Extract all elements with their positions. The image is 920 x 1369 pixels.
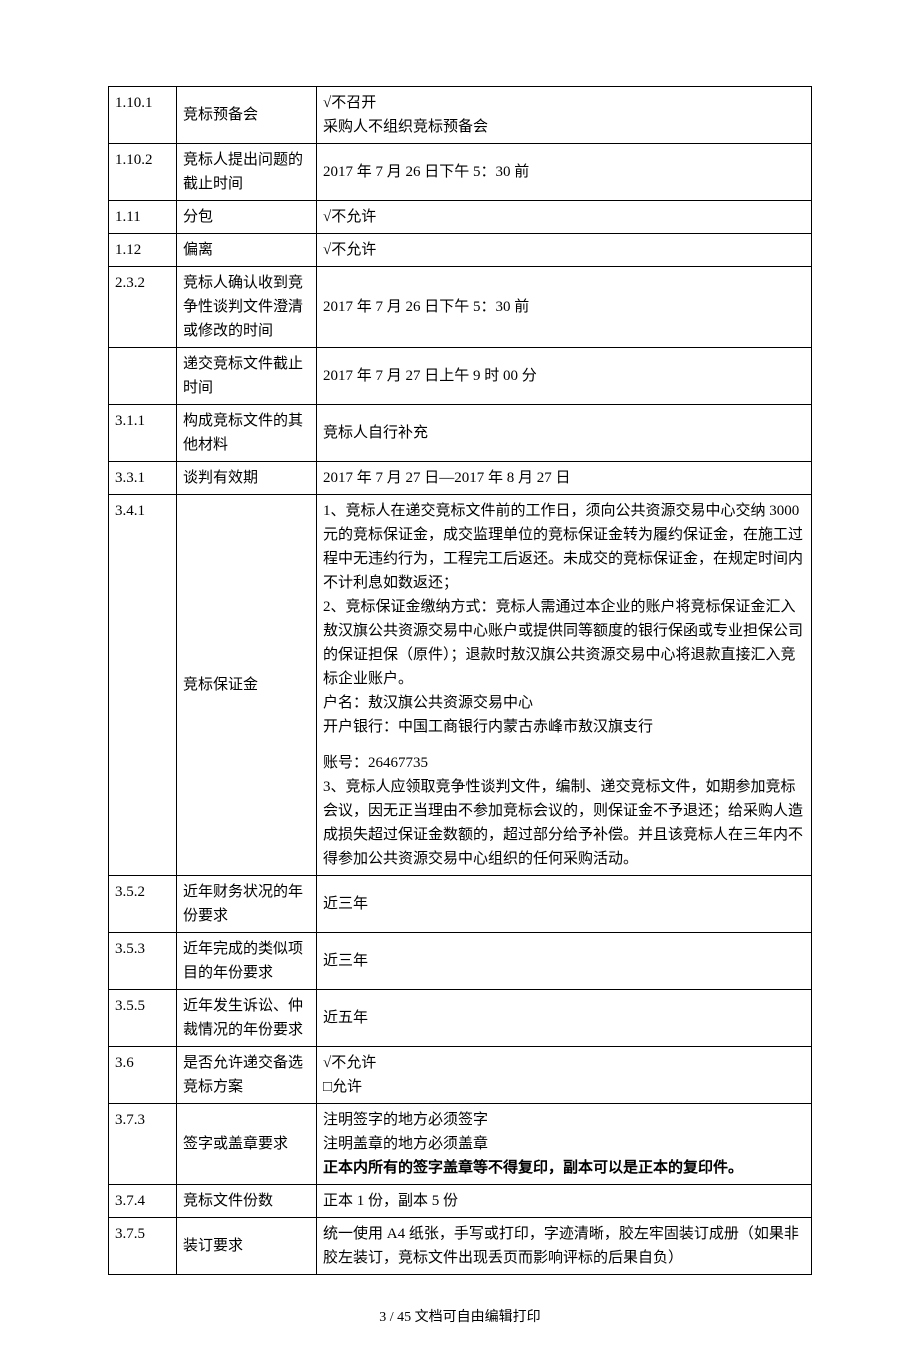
- row-label: 递交竞标文件截止时间: [177, 348, 317, 405]
- row-number: 3.3.1: [109, 462, 177, 495]
- row-label: 近年发生诉讼、仲裁情况的年份要求: [177, 990, 317, 1047]
- table-row: 1.11分包√不允许: [109, 201, 812, 234]
- row-content: 2017 年 7 月 26 日下午 5：30 前: [317, 267, 812, 348]
- table-row: 3.5.3近年完成的类似项目的年份要求近三年: [109, 933, 812, 990]
- row-number: [109, 348, 177, 405]
- row-number: 1.11: [109, 201, 177, 234]
- content-line: 账号：26467735: [323, 751, 805, 775]
- content-line: √不允许: [323, 1051, 805, 1075]
- row-content: √不允许□允许: [317, 1047, 812, 1104]
- content-line: 统一使用 A4 纸张，手写或打印，字迹清晰，胶左牢固装订成册（如果非胶左装订，竞…: [323, 1222, 805, 1270]
- table-row: 1.10.2竞标人提出问题的截止时间2017 年 7 月 26 日下午 5：30…: [109, 144, 812, 201]
- row-content: 近三年: [317, 933, 812, 990]
- row-content: 统一使用 A4 纸张，手写或打印，字迹清晰，胶左牢固装订成册（如果非胶左装订，竞…: [317, 1218, 812, 1275]
- row-content: 2017 年 7 月 27 日—2017 年 8 月 27 日: [317, 462, 812, 495]
- content-line: √不允许: [323, 205, 805, 229]
- content-line: □允许: [323, 1075, 805, 1099]
- content-line: 开户银行：中国工商银行内蒙古赤峰市敖汉旗支行: [323, 715, 805, 739]
- table-row: 递交竞标文件截止时间2017 年 7 月 27 日上午 9 时 00 分: [109, 348, 812, 405]
- table-row: 3.5.2近年财务状况的年份要求近三年: [109, 876, 812, 933]
- content-line: 正本 1 份，副本 5 份: [323, 1189, 805, 1213]
- row-content: 注明签字的地方必须签字注明盖章的地方必须盖章正本内所有的签字盖章等不得复印，副本…: [317, 1104, 812, 1185]
- table-row: 3.7.5装订要求统一使用 A4 纸张，手写或打印，字迹清晰，胶左牢固装订成册（…: [109, 1218, 812, 1275]
- row-content: √不召开采购人不组织竞标预备会: [317, 87, 812, 144]
- content-line: √不召开: [323, 91, 805, 115]
- row-number: 3.5.2: [109, 876, 177, 933]
- content-line: 1、竞标人在递交竞标文件前的工作日，须向公共资源交易中心交纳 3000 元的竞标…: [323, 499, 805, 595]
- content-line: 2017 年 7 月 26 日下午 5：30 前: [323, 295, 805, 319]
- row-label: 竞标保证金: [177, 495, 317, 876]
- row-number: 3.6: [109, 1047, 177, 1104]
- row-number: 2.3.2: [109, 267, 177, 348]
- content-line: 正本内所有的签字盖章等不得复印，副本可以是正本的复印件。: [323, 1156, 805, 1180]
- content-line: 注明盖章的地方必须盖章: [323, 1132, 805, 1156]
- content-line: 2、竞标保证金缴纳方式：竞标人需通过本企业的账户将竞标保证金汇入敖汉旗公共资源交…: [323, 595, 805, 691]
- row-label: 近年财务状况的年份要求: [177, 876, 317, 933]
- row-label: 竞标人确认收到竞争性谈判文件澄清或修改的时间: [177, 267, 317, 348]
- row-label: 装订要求: [177, 1218, 317, 1275]
- row-content: 2017 年 7 月 27 日上午 9 时 00 分: [317, 348, 812, 405]
- table-row: 3.7.4竞标文件份数正本 1 份，副本 5 份: [109, 1185, 812, 1218]
- row-content: 2017 年 7 月 26 日下午 5：30 前: [317, 144, 812, 201]
- content-line: 户名：敖汉旗公共资源交易中心: [323, 691, 805, 715]
- row-label: 是否允许递交备选竞标方案: [177, 1047, 317, 1104]
- row-number: 1.10.2: [109, 144, 177, 201]
- row-content: 近五年: [317, 990, 812, 1047]
- row-label: 竞标人提出问题的截止时间: [177, 144, 317, 201]
- row-label: 构成竞标文件的其他材料: [177, 405, 317, 462]
- content-line: 近三年: [323, 892, 805, 916]
- content-line: 2017 年 7 月 26 日下午 5：30 前: [323, 160, 805, 184]
- content-line: 近三年: [323, 949, 805, 973]
- row-number: 1.12: [109, 234, 177, 267]
- row-number: 3.7.4: [109, 1185, 177, 1218]
- page-footer: 3 / 45 文档可自由编辑打印: [108, 1307, 812, 1329]
- content-line: 3、竞标人应领取竞争性谈判文件，编制、递交竞标文件，如期参加竞标会议，因无正当理…: [323, 775, 805, 871]
- row-number: 3.1.1: [109, 405, 177, 462]
- content-line: 注明签字的地方必须签字: [323, 1108, 805, 1132]
- content-line: 2017 年 7 月 27 日—2017 年 8 月 27 日: [323, 466, 805, 490]
- row-number: 3.5.5: [109, 990, 177, 1047]
- row-number: 3.7.5: [109, 1218, 177, 1275]
- table-row: 3.3.1谈判有效期2017 年 7 月 27 日—2017 年 8 月 27 …: [109, 462, 812, 495]
- row-label: 竞标预备会: [177, 87, 317, 144]
- content-line: √不允许: [323, 238, 805, 262]
- row-label: 竞标文件份数: [177, 1185, 317, 1218]
- table-row: 1.12偏离√不允许: [109, 234, 812, 267]
- bidding-table: 1.10.1竞标预备会√不召开采购人不组织竞标预备会1.10.2竞标人提出问题的…: [108, 86, 812, 1275]
- table-row: 3.6是否允许递交备选竞标方案√不允许□允许: [109, 1047, 812, 1104]
- content-line: 2017 年 7 月 27 日上午 9 时 00 分: [323, 364, 805, 388]
- table-row: 1.10.1竞标预备会√不召开采购人不组织竞标预备会: [109, 87, 812, 144]
- row-content: 正本 1 份，副本 5 份: [317, 1185, 812, 1218]
- row-label: 谈判有效期: [177, 462, 317, 495]
- row-number: 3.5.3: [109, 933, 177, 990]
- content-line: 近五年: [323, 1006, 805, 1030]
- content-line: 竞标人自行补充: [323, 421, 805, 445]
- row-content: 竞标人自行补充: [317, 405, 812, 462]
- row-content: √不允许: [317, 201, 812, 234]
- row-label: 签字或盖章要求: [177, 1104, 317, 1185]
- document-page: 1.10.1竞标预备会√不召开采购人不组织竞标预备会1.10.2竞标人提出问题的…: [0, 0, 920, 1369]
- table-row: 3.4.1竞标保证金1、竞标人在递交竞标文件前的工作日，须向公共资源交易中心交纳…: [109, 495, 812, 876]
- row-number: 3.7.3: [109, 1104, 177, 1185]
- row-number: 3.4.1: [109, 495, 177, 876]
- row-label: 偏离: [177, 234, 317, 267]
- row-content: 1、竞标人在递交竞标文件前的工作日，须向公共资源交易中心交纳 3000 元的竞标…: [317, 495, 812, 876]
- table-row: 3.7.3签字或盖章要求注明签字的地方必须签字注明盖章的地方必须盖章正本内所有的…: [109, 1104, 812, 1185]
- table-row: 3.5.5近年发生诉讼、仲裁情况的年份要求近五年: [109, 990, 812, 1047]
- table-row: 2.3.2竞标人确认收到竞争性谈判文件澄清或修改的时间2017 年 7 月 26…: [109, 267, 812, 348]
- row-content: 近三年: [317, 876, 812, 933]
- table-row: 3.1.1构成竞标文件的其他材料竞标人自行补充: [109, 405, 812, 462]
- row-label: 近年完成的类似项目的年份要求: [177, 933, 317, 990]
- row-content: √不允许: [317, 234, 812, 267]
- content-line: 采购人不组织竞标预备会: [323, 115, 805, 139]
- row-number: 1.10.1: [109, 87, 177, 144]
- row-label: 分包: [177, 201, 317, 234]
